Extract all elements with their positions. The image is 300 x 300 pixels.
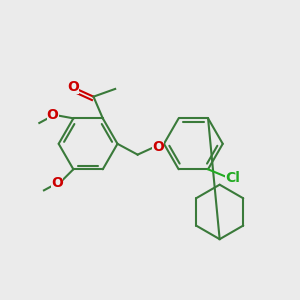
Text: O: O bbox=[47, 108, 58, 122]
Text: O: O bbox=[67, 80, 79, 94]
Text: O: O bbox=[51, 176, 63, 190]
Text: Cl: Cl bbox=[225, 171, 240, 185]
Text: O: O bbox=[152, 140, 164, 154]
